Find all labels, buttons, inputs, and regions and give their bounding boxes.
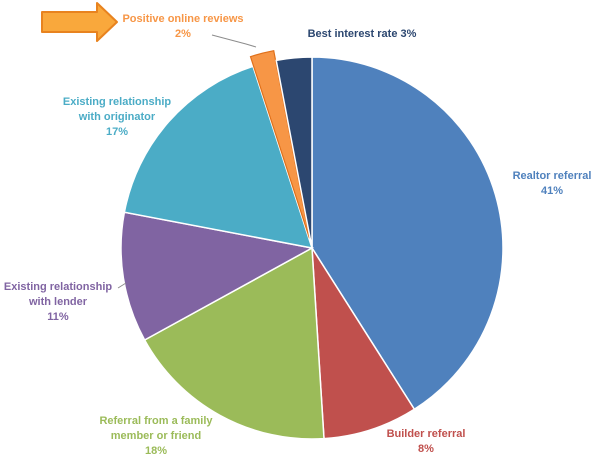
- data-label-lender-line: 11%: [47, 311, 69, 323]
- pie-slice-originator: [123, 65, 314, 249]
- leader-line-reviews: [211, 34, 257, 48]
- right-arrow-icon: [41, 2, 118, 42]
- pie-slice-builder: [311, 247, 416, 440]
- pie-slices: [120, 49, 504, 440]
- data-label-reviews-line: 2%: [175, 28, 191, 40]
- data-label-reviews-line: Positive online reviews: [122, 13, 243, 25]
- pie-slice-family: [143, 246, 325, 440]
- data-label-realtor-line: Realtor referral: [513, 170, 592, 182]
- data-label-family-line: 18%: [145, 445, 167, 457]
- data-label-originator-line: with originator: [78, 111, 156, 123]
- data-label-family-line: member or friend: [111, 430, 201, 442]
- pie-slice-rate: [275, 56, 313, 249]
- pie-slice-realtor: [311, 56, 504, 411]
- right-arrow-icon: [41, 2, 118, 42]
- data-label-realtor-line: 41%: [541, 185, 563, 197]
- data-label-reviews: Positive online reviews 2%: [122, 13, 243, 40]
- data-label-lender-line: with lender: [28, 296, 88, 308]
- pie-slice-lender: [120, 211, 315, 342]
- data-labels: Realtor referral 41% Builder referral 8% Ref…: [4, 13, 592, 457]
- leader-line-lender: [117, 282, 127, 289]
- data-label-rate: Best interest rate 3%: [308, 28, 417, 40]
- data-label-family: Referral from a family member or friend 18…: [99, 415, 213, 457]
- data-label-lender: Existing relationship with lender 11%: [4, 281, 112, 323]
- data-label-builder: Builder referral 8%: [387, 428, 466, 455]
- data-label-originator-line: Existing relationship: [63, 96, 171, 108]
- leader-lines: [117, 34, 257, 289]
- data-label-originator: Existing relationship with originator 17%: [63, 96, 171, 138]
- data-label-realtor: Realtor referral 41%: [513, 170, 592, 197]
- data-label-rate-line: Best interest rate 3%: [308, 28, 417, 40]
- data-label-builder-line: 8%: [418, 443, 434, 455]
- data-label-originator-line: 17%: [106, 126, 128, 138]
- pie-slice-reviews: [249, 49, 311, 239]
- data-label-builder-line: Builder referral: [387, 428, 466, 440]
- data-label-family-line: Referral from a family: [99, 415, 213, 427]
- data-label-lender-line: Existing relationship: [4, 281, 112, 293]
